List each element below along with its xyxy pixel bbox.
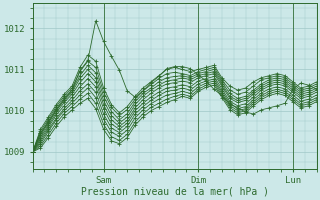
X-axis label: Pression niveau de la mer( hPa ): Pression niveau de la mer( hPa ) xyxy=(81,187,268,197)
